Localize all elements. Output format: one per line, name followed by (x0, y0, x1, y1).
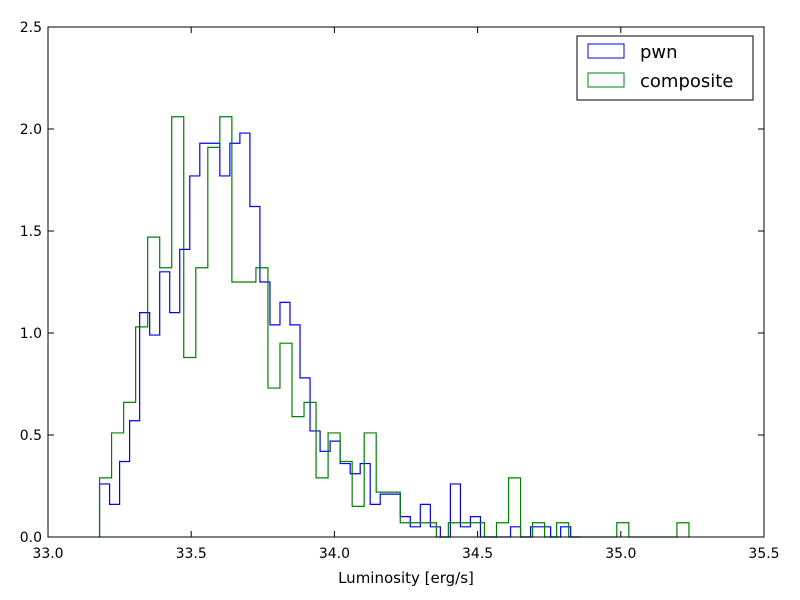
x-tick-label: 35.5 (748, 546, 779, 562)
legend: pwn composite (576, 35, 754, 101)
y-tick-label: 0.0 (20, 530, 42, 546)
legend-swatch-composite (587, 72, 625, 88)
histogram-series-composite (98, 116, 690, 538)
y-axis-ticks: 0.0 0.5 1.0 1.5 2.0 2.5 (20, 20, 764, 546)
legend-label-composite: composite (640, 71, 733, 92)
legend-swatch-pwn (587, 43, 625, 59)
x-tick-label: 34.5 (462, 546, 493, 562)
y-tick-label: 1.0 (20, 326, 42, 342)
x-tick-label: 34.0 (319, 546, 350, 562)
x-tick-label: 33.5 (176, 546, 207, 562)
x-tick-label: 33.0 (32, 546, 63, 562)
y-tick-label: 1.5 (20, 224, 42, 240)
y-tick-label: 0.5 (20, 428, 42, 444)
x-axis-ticks: 33.0 33.5 34.0 34.5 35.0 35.5 (32, 27, 780, 562)
x-tick-label: 35.0 (605, 546, 636, 562)
x-axis-label: Luminosity [erg/s] (338, 569, 474, 587)
y-tick-label: 2.0 (20, 122, 42, 138)
plot-series (98, 116, 690, 538)
plot-frame (47, 26, 765, 538)
y-tick-label: 2.5 (20, 20, 42, 36)
legend-frame (576, 35, 754, 101)
legend-label-pwn: pwn (640, 42, 678, 63)
